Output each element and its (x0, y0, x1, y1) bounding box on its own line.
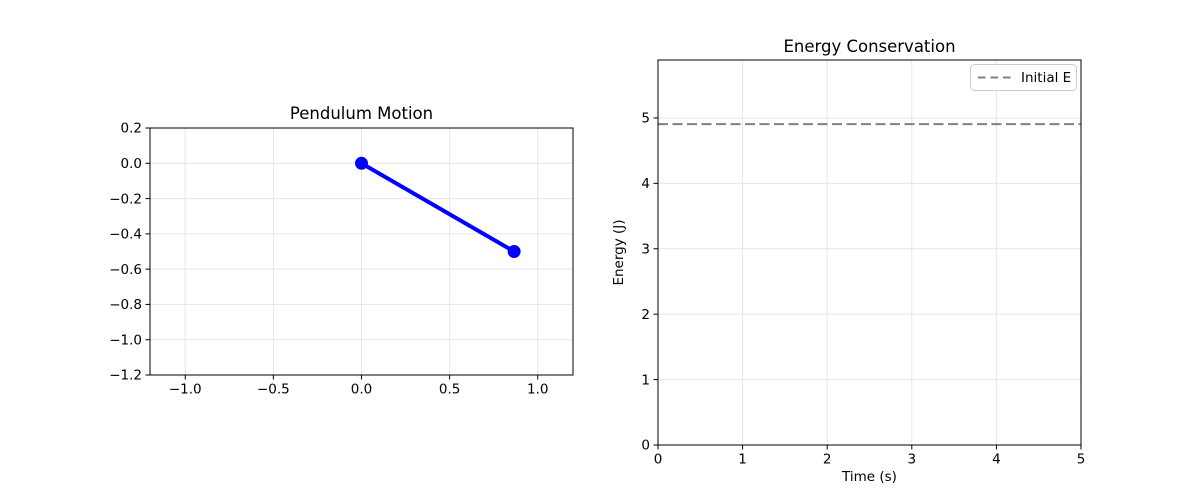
y-tick-label: 2 (641, 307, 650, 323)
x-axis-label: Time (s) (841, 469, 897, 485)
y-tick-label: −0.6 (109, 262, 142, 278)
x-tick-label: −0.5 (257, 382, 290, 398)
x-tick-label: −1.0 (169, 382, 202, 398)
axes-spines (657, 59, 1082, 446)
y-tick-label: 0.2 (121, 121, 142, 137)
x-tick-label: 0.5 (439, 382, 460, 398)
y-axis-label: Energy (J) (611, 219, 627, 285)
legend-box (970, 64, 1077, 91)
y-tick-label: −1.0 (109, 332, 142, 348)
y-tick-label: −0.4 (109, 227, 142, 243)
legend: Initial E (970, 64, 1077, 91)
x-tick-label: 5 (1077, 452, 1086, 468)
x-tick-label: 3 (908, 452, 917, 468)
y-tick-label: −1.2 (109, 368, 142, 384)
x-tick-label: 1.0 (527, 382, 548, 398)
pendulum-rod-line (360, 161, 516, 254)
x-tick-label: 0.0 (351, 382, 372, 398)
y-tick-label: −0.8 (109, 297, 142, 313)
y-tick-label: 5 (641, 111, 650, 127)
x-tick-label: 4 (992, 452, 1001, 468)
chart-pendulum-motion: −1.0 −0.5 0.0 0.5 1.0 0.2 0.0 −0.2 −0.4 −0.6 −0.8 −… (109, 104, 574, 398)
y-tick-label: 0.0 (121, 156, 142, 172)
chart-title: Pendulum Motion (290, 104, 433, 123)
chart-energy-conservation: 0 1 2 3 4 5 0 1 2 3 4 5 Energy Conservation Time (s) E… (611, 37, 1085, 485)
x-tick-label: 1 (738, 452, 747, 468)
y-tick-label: −0.2 (109, 191, 142, 207)
y-tick-label: 3 (641, 241, 650, 257)
y-tick-label: 1 (641, 372, 650, 388)
legend-label: Initial E (1021, 70, 1071, 86)
y-tick-label: 4 (641, 176, 650, 192)
chart-title: Energy Conservation (783, 37, 955, 56)
pendulum-rod-marker (507, 245, 521, 258)
y-tick-label: 0 (641, 438, 650, 454)
x-tick-label: 2 (823, 452, 832, 468)
x-tick-label: 0 (654, 452, 663, 468)
pendulum-rod-marker (355, 156, 368, 170)
